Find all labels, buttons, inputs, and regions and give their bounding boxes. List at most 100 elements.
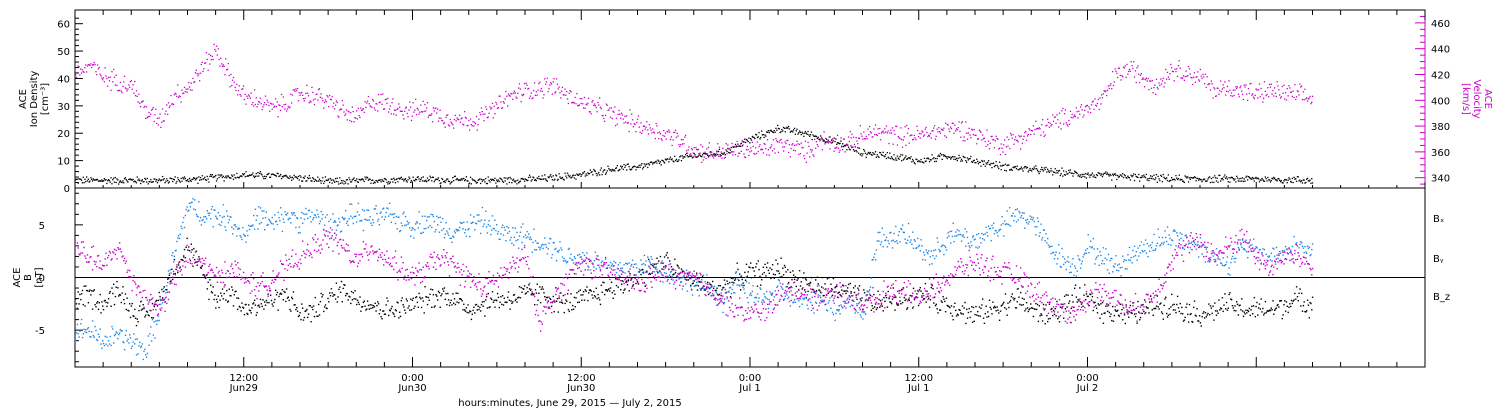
velocity-point bbox=[183, 86, 186, 89]
bx-point bbox=[703, 289, 705, 291]
density-point bbox=[749, 142, 751, 144]
by-point bbox=[220, 224, 222, 227]
density-point bbox=[706, 153, 708, 155]
bx-point bbox=[637, 283, 640, 285]
velocity-point bbox=[132, 84, 134, 86]
density-point bbox=[1177, 178, 1180, 180]
density-point bbox=[752, 136, 754, 138]
density-point bbox=[132, 178, 134, 181]
bx-point bbox=[518, 296, 520, 298]
velocity-point bbox=[87, 64, 89, 66]
velocity-point bbox=[403, 118, 405, 120]
density-point bbox=[948, 156, 950, 158]
bx-point bbox=[676, 264, 678, 266]
bx-point bbox=[86, 289, 88, 292]
bx-point bbox=[207, 281, 209, 283]
bx-point bbox=[691, 283, 694, 285]
bx-point bbox=[500, 296, 502, 298]
velocity-point bbox=[673, 131, 675, 134]
velocity-point bbox=[648, 124, 651, 126]
velocity-point bbox=[1242, 98, 1245, 100]
bx-point bbox=[323, 306, 326, 308]
bx-point bbox=[537, 299, 539, 301]
bx-point bbox=[777, 263, 779, 265]
velocity-point bbox=[868, 134, 870, 136]
density-point bbox=[1100, 174, 1102, 176]
density-point bbox=[393, 179, 396, 181]
velocity-point bbox=[412, 102, 414, 104]
velocity-point bbox=[1002, 151, 1004, 153]
bx-point bbox=[395, 310, 397, 312]
bx-point bbox=[806, 283, 808, 286]
by-point bbox=[399, 230, 401, 233]
velocity-point bbox=[515, 96, 517, 98]
velocity-point bbox=[1144, 79, 1147, 81]
velocity-point bbox=[575, 103, 577, 105]
velocity-point bbox=[637, 115, 640, 117]
bx-point bbox=[570, 293, 572, 295]
velocity-point bbox=[290, 93, 292, 95]
density-point bbox=[678, 159, 680, 161]
density-point bbox=[674, 159, 677, 162]
velocity-point bbox=[150, 109, 153, 111]
velocity-point bbox=[1259, 96, 1261, 98]
by-point bbox=[231, 226, 233, 228]
by-point bbox=[453, 236, 455, 238]
bx-point bbox=[155, 300, 157, 302]
velocity-point bbox=[973, 128, 975, 131]
velocity-point bbox=[961, 121, 964, 123]
velocity-point bbox=[1224, 81, 1226, 83]
by-point bbox=[100, 343, 102, 345]
density-point bbox=[1166, 177, 1168, 179]
velocity-point bbox=[1123, 67, 1126, 69]
velocity-point bbox=[562, 94, 564, 96]
density-point bbox=[1264, 176, 1266, 178]
bx-point bbox=[419, 296, 421, 299]
velocity-point bbox=[137, 101, 139, 103]
density-point bbox=[1298, 180, 1300, 182]
bx-point bbox=[1066, 306, 1068, 308]
bx-point bbox=[564, 302, 566, 305]
by-point bbox=[275, 220, 278, 222]
density-point bbox=[203, 178, 205, 180]
velocity-point bbox=[1058, 126, 1060, 128]
velocity-point bbox=[788, 144, 791, 146]
velocity-point bbox=[454, 114, 456, 117]
density-point bbox=[295, 176, 297, 178]
by-point bbox=[169, 269, 171, 271]
bx-point bbox=[1180, 312, 1182, 315]
bx-point bbox=[826, 278, 829, 280]
by-point bbox=[420, 232, 423, 235]
by-point bbox=[217, 211, 219, 214]
density-point bbox=[609, 169, 612, 171]
density-point bbox=[1245, 176, 1247, 178]
velocity-point bbox=[536, 94, 538, 96]
bx-point bbox=[339, 291, 342, 293]
velocity-point bbox=[146, 117, 148, 119]
velocity-point bbox=[208, 53, 210, 55]
by-point bbox=[313, 214, 316, 216]
density-point bbox=[359, 179, 361, 181]
density-point bbox=[558, 173, 560, 175]
velocity-point bbox=[366, 100, 369, 102]
velocity-point bbox=[550, 82, 552, 84]
density-point bbox=[636, 166, 638, 169]
velocity-point bbox=[430, 114, 432, 116]
density-point bbox=[1062, 175, 1064, 177]
density-point bbox=[160, 180, 162, 182]
density-point bbox=[831, 141, 834, 144]
velocity-point bbox=[389, 105, 391, 107]
by-point bbox=[291, 212, 293, 214]
density-point bbox=[570, 177, 572, 179]
density-point bbox=[1031, 168, 1034, 170]
density-point bbox=[380, 181, 382, 183]
density-point bbox=[835, 138, 837, 140]
by-point bbox=[271, 216, 273, 219]
velocity-point bbox=[459, 121, 461, 123]
bx-point bbox=[484, 315, 486, 317]
density-point bbox=[930, 159, 932, 161]
by-point bbox=[97, 333, 100, 335]
density-point bbox=[264, 177, 267, 180]
density-point bbox=[938, 154, 940, 156]
density-point bbox=[1087, 172, 1089, 174]
